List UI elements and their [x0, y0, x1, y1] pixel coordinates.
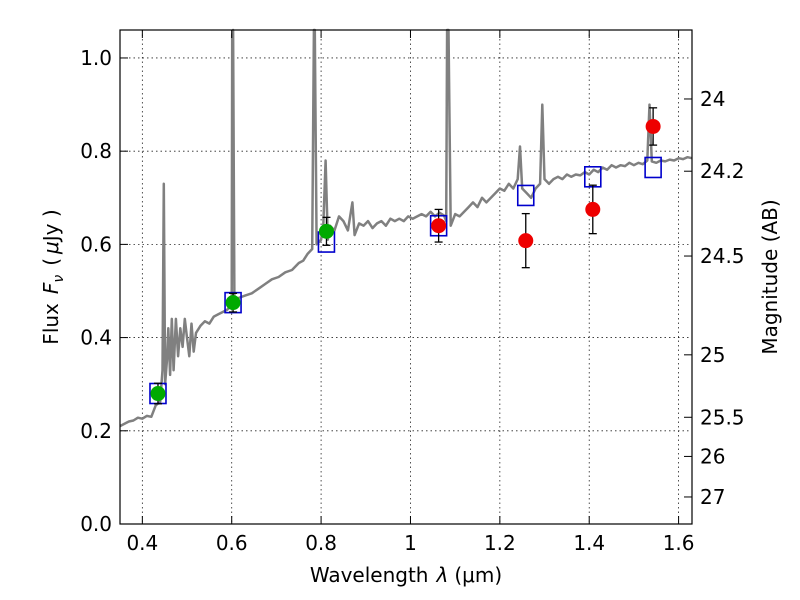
y-tick-label: 0.6 — [80, 232, 112, 256]
secondary-y-axis-label: Magnitude (AB) — [758, 199, 782, 354]
x-tick-label: 1.4 — [573, 531, 605, 555]
x-axis-label: Wavelength λ (μm) — [310, 563, 502, 587]
x-tick-label: 1 — [404, 531, 417, 555]
y-tick-label: 0.0 — [80, 512, 112, 536]
model-photometry-square — [224, 291, 242, 314]
y2-tick-label: 24.5 — [700, 244, 745, 268]
x-tick-label: 0.8 — [305, 531, 337, 555]
optical-photometry-point — [150, 386, 166, 402]
y-tick-label: 0.2 — [80, 419, 112, 443]
y2-tick-label: 25 — [700, 343, 725, 367]
y2-tick-label: 26 — [700, 444, 725, 468]
y-tick-label: 0.8 — [80, 139, 112, 163]
spectrum-line — [119, 28, 693, 428]
x-tick-label: 1.2 — [484, 531, 516, 555]
model-photometry-square — [644, 156, 662, 179]
photometry-markers — [149, 107, 662, 405]
plot-frame — [119, 29, 693, 525]
nir-photometry-point — [585, 201, 601, 217]
optical-photometry-point — [318, 223, 334, 239]
nir-photometry-point — [518, 233, 534, 249]
y2-tick-label: 24 — [700, 87, 725, 111]
y2-tick-label: 25.5 — [700, 405, 745, 429]
nir-photometry-point — [645, 118, 661, 134]
x-tick-label: 0.4 — [126, 531, 158, 555]
model-photometry-square — [516, 184, 535, 207]
y2-tick-label: 24.2 — [700, 159, 745, 183]
model-spectrum-series — [119, 28, 693, 428]
y-tick-label: 1.0 — [80, 46, 112, 70]
optical-photometry-point — [225, 295, 241, 311]
y-axis-label: FluxFν(μJy ) — [39, 209, 67, 344]
axis-ticks: 0.4 0.6 0.8 1 1.2 1.4 1.6 0.0 0.2 0.4 0.6 0.8 1.0 24 2… — [80, 30, 745, 555]
x-tick-label: 0.6 — [216, 531, 248, 555]
nir-photometry-point — [431, 218, 447, 234]
y-tick-label: 0.4 — [80, 326, 112, 350]
y2-tick-label: 27 — [700, 485, 725, 509]
x-tick-label: 1.6 — [663, 531, 695, 555]
